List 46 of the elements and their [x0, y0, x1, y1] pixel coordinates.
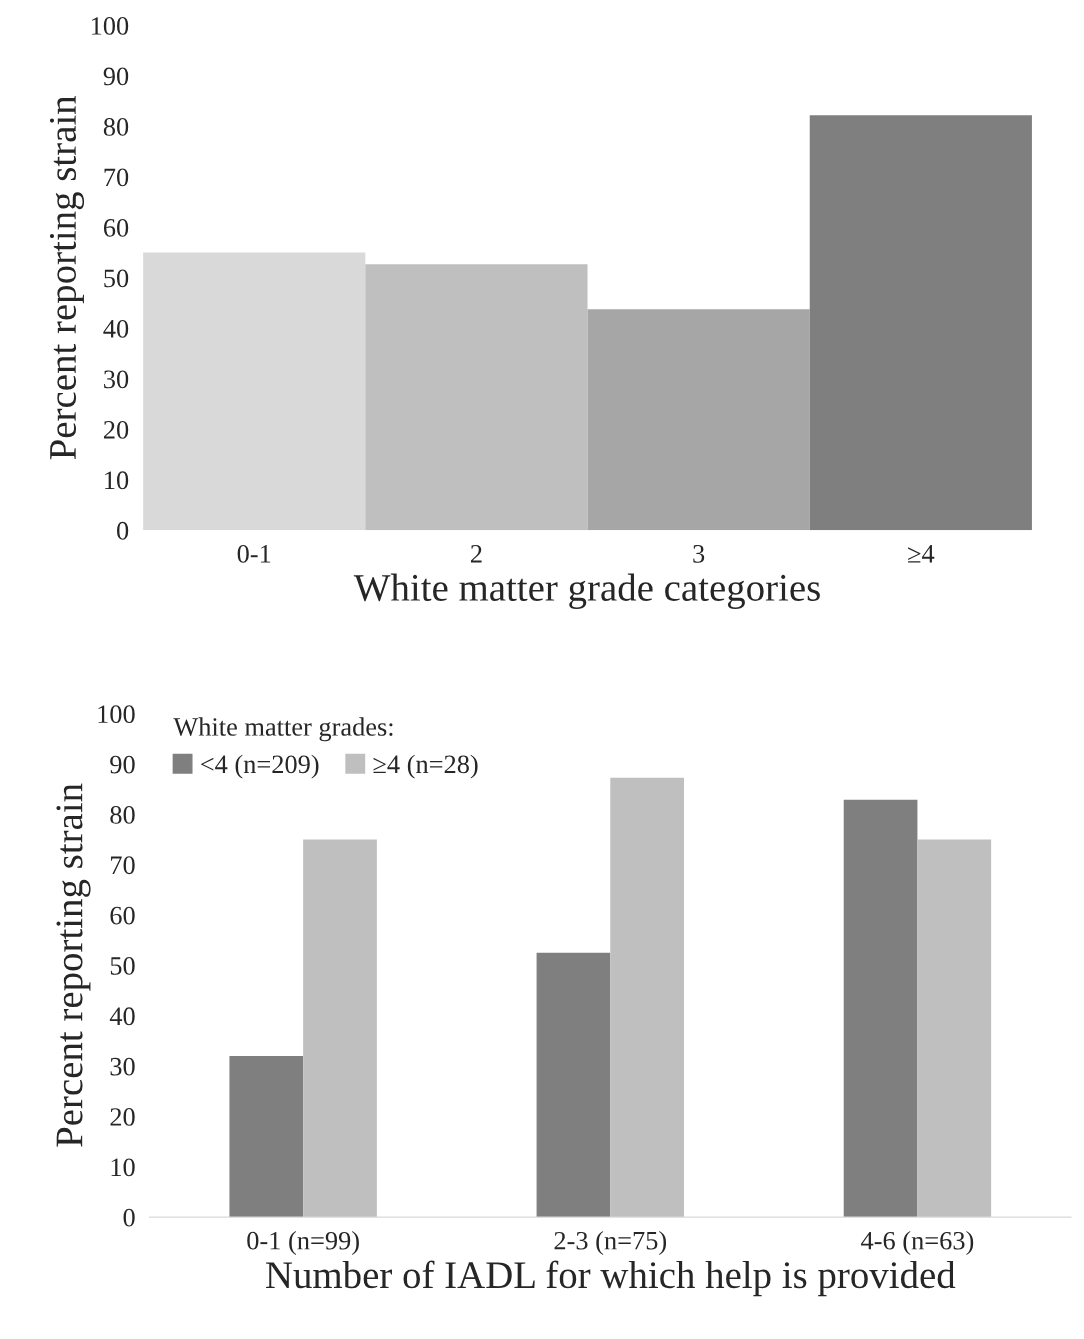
- x-tick-label: 0-1 (n=99): [247, 1231, 359, 1255]
- y-tick-label: 0: [117, 521, 129, 540]
- x-tick-label: 4-6 (n=63): [861, 1231, 974, 1255]
- y-tick-label: 30: [110, 1057, 135, 1076]
- y-axis-title: Percent reporting strain: [49, 95, 85, 460]
- y-tick-label: 20: [110, 1108, 135, 1126]
- bar: [610, 777, 684, 1218]
- x-axis-title: Number of IADL for which help is provided: [266, 1260, 956, 1297]
- y-tick-label: 30: [104, 370, 129, 389]
- bar: [536, 952, 611, 1218]
- bar: [229, 1056, 304, 1218]
- x-tick-label: 2-3 (n=75): [554, 1231, 667, 1255]
- y-tick-label: 90: [110, 755, 135, 774]
- y-tick-label: 100: [91, 17, 129, 35]
- x-tick-label: ≥4: [908, 545, 935, 563]
- legend-label: ≥4 (n=28): [373, 754, 478, 779]
- y-tick-label: 90: [103, 67, 129, 86]
- legend-label: <4 (n=209): [201, 754, 319, 779]
- y-tick-label: 40: [109, 1007, 135, 1026]
- bar: [809, 115, 1032, 531]
- y-tick-label: 80: [110, 805, 135, 824]
- x-tick-label: 3: [693, 544, 705, 563]
- x-tick-label: 2: [470, 544, 482, 563]
- y-axis-title: Percent reporting strain: [56, 783, 91, 1147]
- y-tick-label: 10: [105, 471, 129, 490]
- y-tick-label: 60: [110, 906, 135, 925]
- bar: [917, 839, 992, 1218]
- y-tick-label: 20: [103, 420, 129, 439]
- y-tick-label: 40: [103, 319, 129, 338]
- x-tick-label: 0-1: [237, 544, 271, 563]
- y-tick-label: 50: [110, 957, 135, 975]
- bar: [587, 309, 810, 531]
- y-tick-label: 100: [98, 705, 135, 724]
- y-tick-label: 50: [104, 269, 129, 288]
- x-axis-title: White matter grade categories: [353, 573, 820, 609]
- y-tick-label: 60: [103, 218, 129, 237]
- y-tick-label: 0: [123, 1208, 135, 1227]
- bar: [143, 252, 366, 531]
- y-tick-label: 70: [104, 168, 129, 187]
- bar: [303, 839, 377, 1218]
- bar: [843, 799, 918, 1218]
- legend-title: White matter grades:: [173, 717, 393, 742]
- y-tick-label: 80: [103, 118, 129, 136]
- y-tick-label: 10: [111, 1158, 135, 1177]
- bar: [365, 264, 588, 531]
- y-tick-label: 70: [111, 856, 135, 875]
